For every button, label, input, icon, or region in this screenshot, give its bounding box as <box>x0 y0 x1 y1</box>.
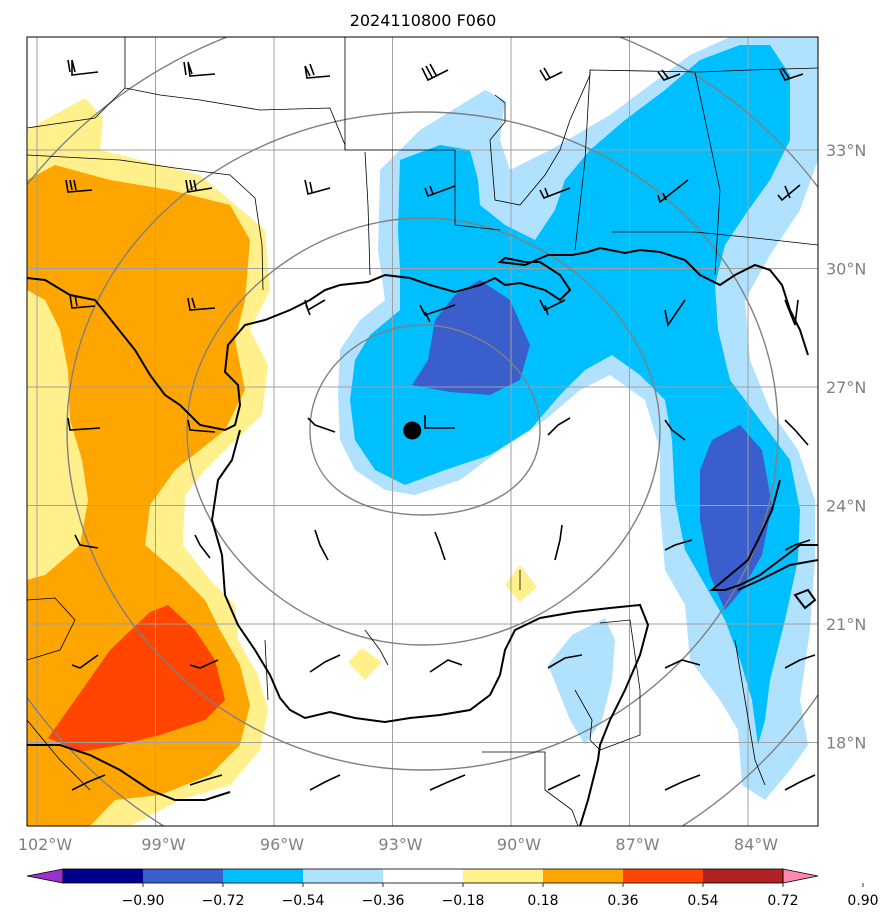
cuba-coastline <box>737 559 818 591</box>
colorbar-segment <box>463 869 543 883</box>
longitude-tick-label: 93°W <box>378 835 422 854</box>
colorbar-extend-low <box>26 868 64 884</box>
colorbar-segment <box>303 869 383 883</box>
colorbar-tick-label: 0.90 <box>847 893 878 909</box>
latitude-tick-label: 21°N <box>826 615 866 634</box>
colorbar-tick-label: 0.72 <box>767 893 798 909</box>
colorbar-tick-label: −0.54 <box>282 893 325 909</box>
longitude-tick-label: 102°W <box>18 835 73 854</box>
colorbar-tick-label: −0.72 <box>202 893 245 909</box>
colorbar-tick-label: −0.18 <box>442 893 485 909</box>
mexico-east-coast <box>210 429 650 761</box>
range-ring-1 <box>309 324 541 516</box>
florida-coastline <box>709 479 818 591</box>
colorbar-tick-label: 0.36 <box>607 893 638 909</box>
colorbar-segment <box>543 869 623 883</box>
longitude-tick-label: 84°W <box>734 835 778 854</box>
colorbar-segment <box>223 869 303 883</box>
colorbar-tick-label: 0.54 <box>687 893 718 909</box>
storm-center-marker <box>403 421 422 440</box>
range-ring-2 <box>186 217 661 646</box>
latitude-tick-label: 18°N <box>826 734 866 753</box>
central-america-coast <box>27 744 231 801</box>
latitude-tick-label: 30°N <box>826 260 866 279</box>
latitude-tick-label: 33°N <box>826 141 866 160</box>
colorbar-segment <box>703 869 783 883</box>
longitude-tick-label: 87°W <box>615 835 659 854</box>
colorbar-frame <box>62 868 784 884</box>
positive-anomaly-contours <box>27 98 537 826</box>
map-frame <box>26 36 819 827</box>
colorbar-segment <box>623 869 703 883</box>
colorbar-tick-label: 0.18 <box>527 893 558 909</box>
colorbar-segment <box>143 869 223 883</box>
longitude-tick-labels: 102°W 99°W 96°W 93°W 90°W 87°W 84°W <box>18 835 778 854</box>
map-panel <box>27 37 818 826</box>
wind-barbs <box>65 59 816 791</box>
yucatan-east-coast <box>579 759 599 826</box>
longitude-tick-label: 90°W <box>497 835 541 854</box>
colorbar-segment <box>383 869 463 883</box>
latitude-tick-labels: 33°N 30°N 27°N 24°N 21°N 18°N <box>826 141 866 753</box>
colorbar-tick-label: −0.90 <box>122 893 165 909</box>
gulf-coastline-north-west <box>27 246 809 432</box>
longitude-tick-label: 96°W <box>260 835 304 854</box>
figure-title: 2024110800 F060 <box>350 11 497 30</box>
colorbar-segment <box>63 869 143 883</box>
coastlines <box>27 246 818 826</box>
colorbar-tick-label: −0.36 <box>362 893 405 909</box>
colorbar-extend-high <box>782 868 819 884</box>
colorbar: −0.90 −0.72 −0.54 −0.36 −0.18 0.18 0.36 0.54 0.7… <box>26 868 879 909</box>
latitude-tick-label: 24°N <box>826 497 866 516</box>
longitude-tick-label: 99°W <box>141 835 185 854</box>
florida-keys <box>793 588 817 610</box>
latitude-tick-label: 27°N <box>826 378 866 397</box>
